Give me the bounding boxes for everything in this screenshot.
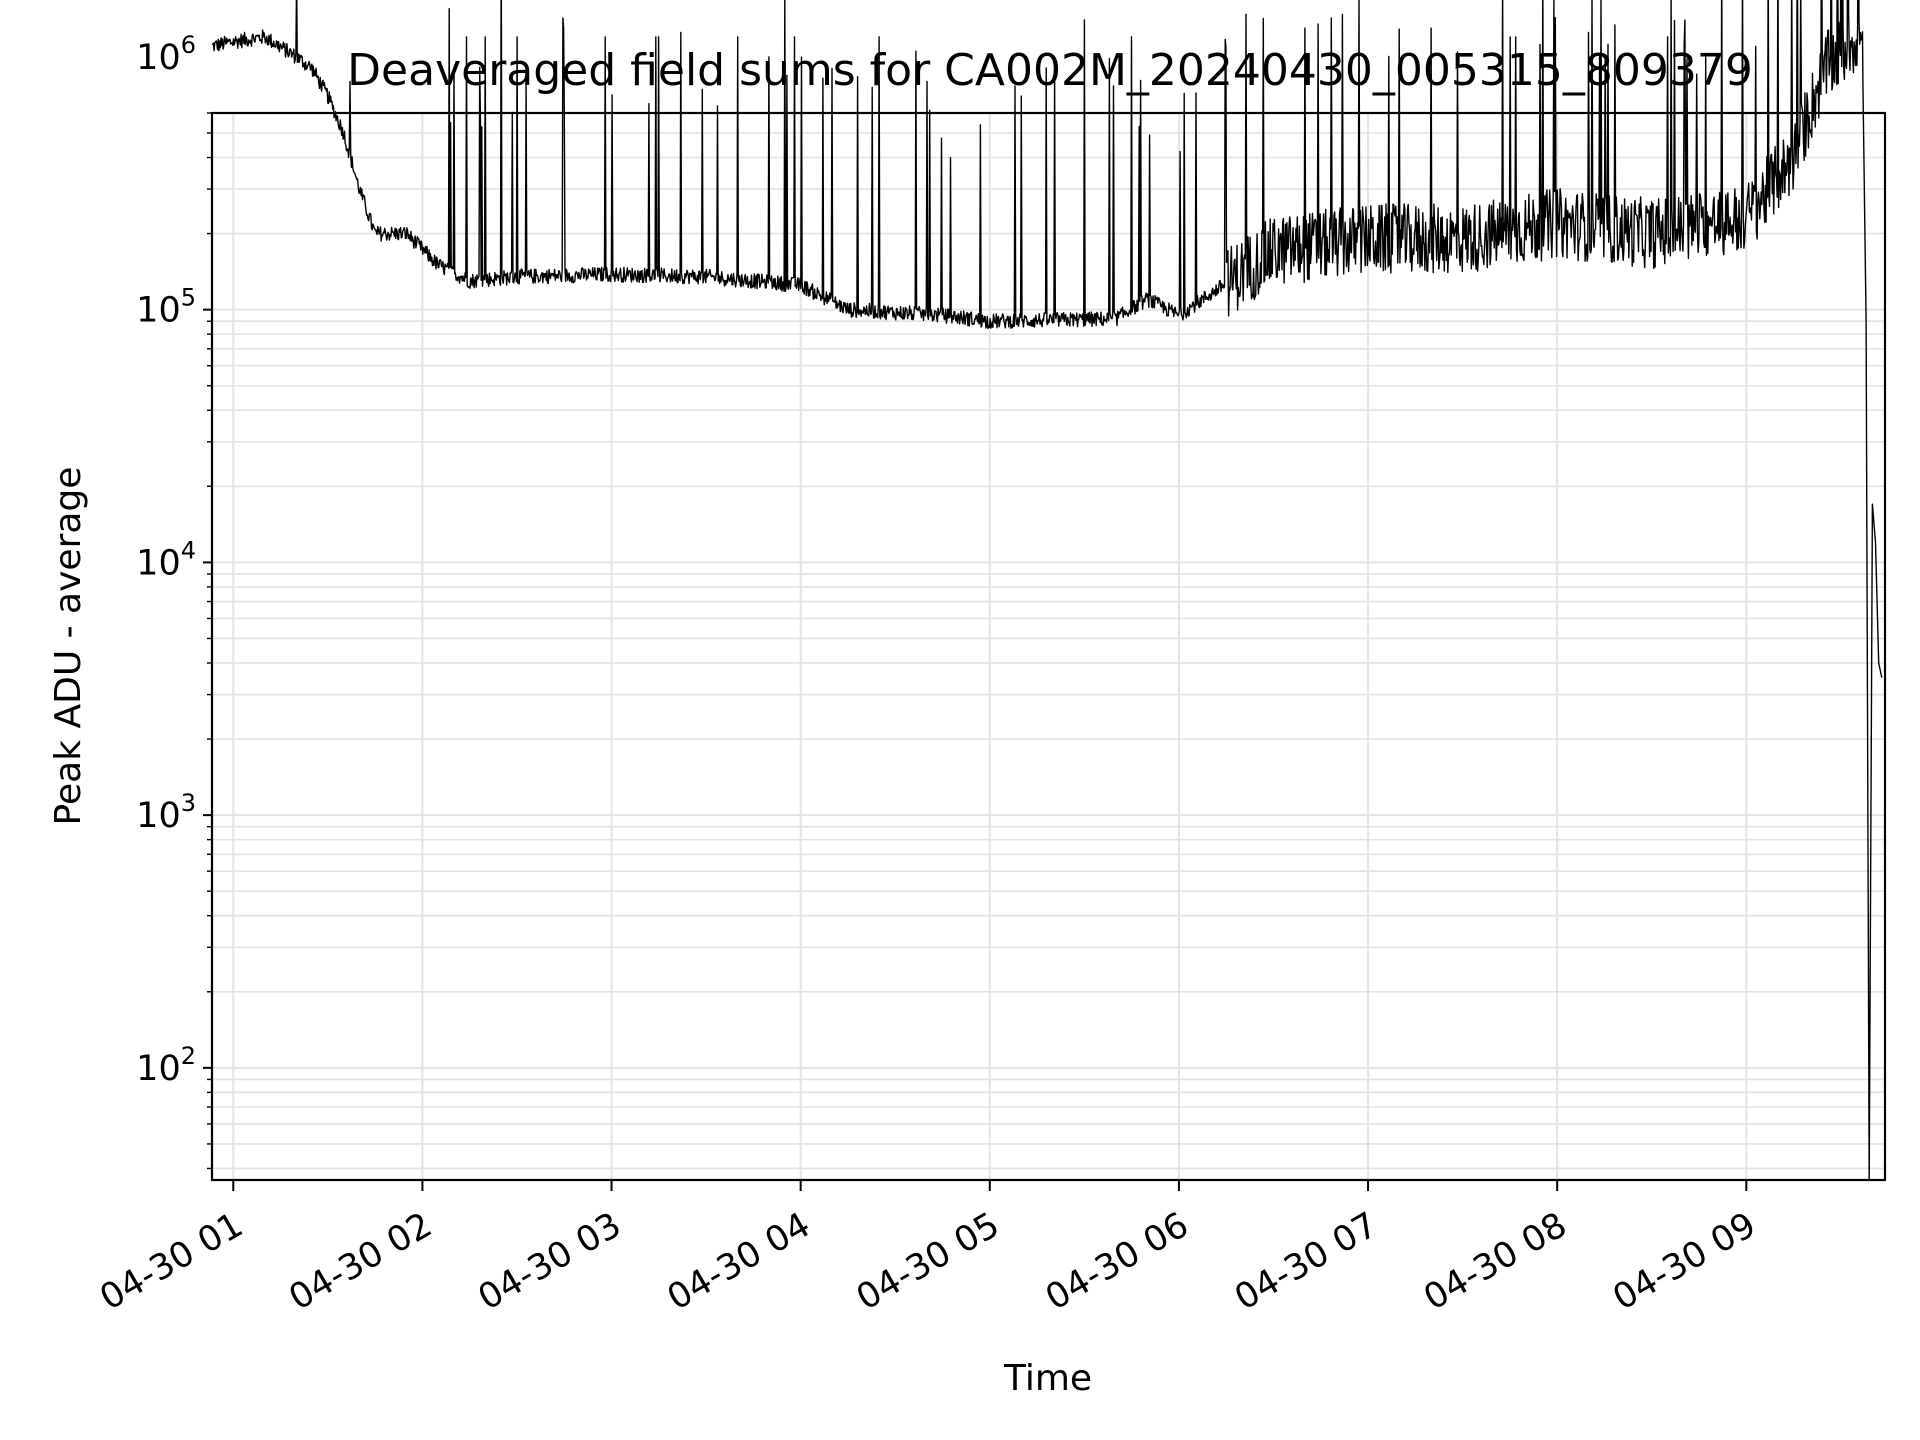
y-tick-label: 104 <box>136 536 196 583</box>
y-tick-label: 103 <box>136 789 196 836</box>
y-axis-ticks: 102 103 104 105 106 <box>136 31 212 1170</box>
y-tick-label: 106 <box>136 31 196 78</box>
y-tick-label: 102 <box>136 1042 196 1089</box>
plot-frame <box>210 111 1887 1182</box>
chart-title: Deaveraged field sums for CA002M_2024043… <box>347 45 1753 96</box>
x-axis-label: Time <box>1003 1358 1092 1399</box>
grid-lines <box>212 112 1885 1180</box>
series-path <box>211 0 1883 1181</box>
y-tick-label: 105 <box>136 284 196 331</box>
series-line <box>211 0 1883 1181</box>
y-axis-label: Peak ADU - average <box>48 467 89 826</box>
